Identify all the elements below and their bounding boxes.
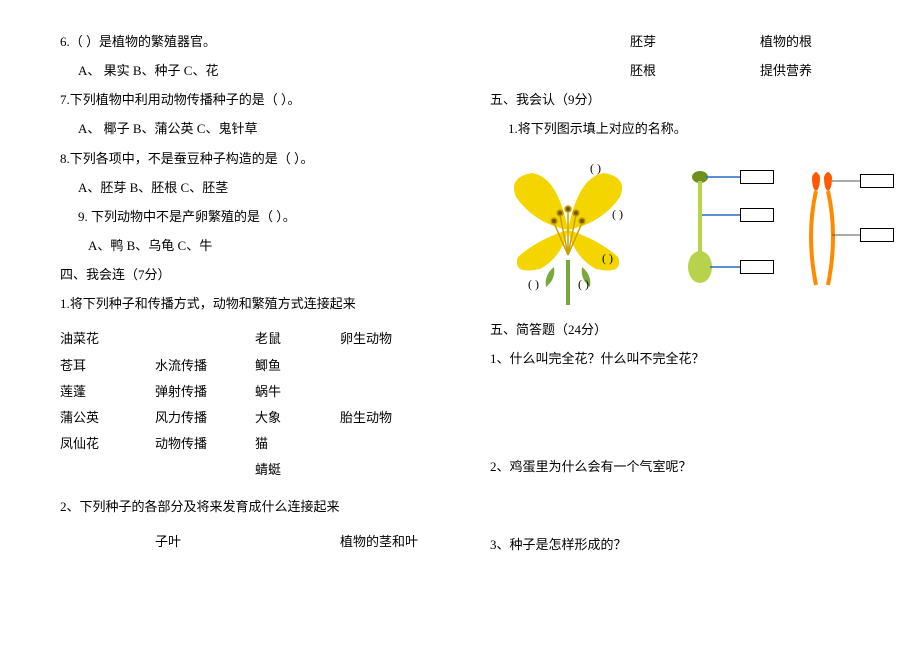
answer-space-1	[490, 378, 890, 448]
flower-label-4: ( )	[528, 277, 539, 292]
flower-label-1: ( )	[590, 161, 601, 176]
sec4-sub1: 1.将下列种子和传播方式，动物和繁殖方式连接起来	[60, 294, 450, 314]
match-cell: 风力传播	[155, 408, 255, 428]
match-cell: 胎生动物	[340, 408, 420, 428]
match-cell: 莲蓬	[60, 382, 155, 402]
q9-stem: 9. 下列动物中不是产卵繁殖的是（ ）。	[60, 207, 450, 227]
match-row: 油菜花 老鼠卵生动物	[60, 329, 450, 349]
figures: ( ) ( ) ( ) ( ) ( )	[484, 155, 890, 305]
sec5b-q3: 3、种子是怎样形成的？	[490, 535, 890, 555]
figure-stamen	[798, 155, 898, 305]
stamen-box-1	[860, 174, 894, 188]
match-row: 苍耳水流传播鲫鱼	[60, 356, 450, 376]
match-cell: 老鼠	[255, 329, 340, 349]
q7-opts: A、 椰子 B、蒲公英 C、鬼针草	[60, 119, 450, 139]
seed-pair-1: 胚芽 植物的根	[490, 32, 890, 52]
match-cell: 油菜花	[60, 329, 155, 349]
seed-line-a: 子叶	[155, 532, 255, 552]
figure-flower: ( ) ( ) ( ) ( ) ( )	[484, 155, 652, 305]
answer-space-2	[490, 486, 890, 526]
match-cell: 猫	[255, 434, 340, 454]
q7-stem: 7.下列植物中利用动物传播种子的是（ ）。	[60, 90, 450, 110]
match-cell: 蜗牛	[255, 382, 340, 402]
flower-label-5: ( )	[578, 277, 589, 292]
match-table: 油菜花老鼠卵生动物苍耳水流传播鲫鱼莲蓬弹射传播蜗牛蒲公英风力传播大象胎生动物凤仙…	[60, 323, 450, 480]
flower-svg	[484, 155, 652, 305]
sec5b-q2: 2、鸡蛋里为什么会有一个气室呢？	[490, 457, 890, 477]
seed-pair-1a: 胚芽	[630, 32, 760, 52]
flower-label-2: ( )	[612, 207, 623, 222]
sec4-sub2: 2、下列种子的各部分及将来发育成什么连接起来	[60, 497, 450, 517]
match-cell: 鲫鱼	[255, 356, 340, 376]
q8-stem: 8.下列各项中，不是蚕豆种子构造的是（ ）。	[60, 149, 450, 169]
match-cell	[60, 460, 155, 480]
sec5b-heading: 五、简答题（24分）	[490, 320, 890, 340]
match-row: 蒲公英风力传播大象胎生动物	[60, 408, 450, 428]
seed-line-b: 植物的茎和叶	[340, 532, 420, 552]
match-cell: 蒲公英	[60, 408, 155, 428]
flower-label-3: ( )	[602, 251, 613, 266]
match-cell: 苍耳	[60, 356, 155, 376]
match-cell	[340, 356, 420, 376]
match-cell	[340, 382, 420, 402]
seed-pair-1b: 植物的根	[760, 32, 890, 52]
figure-pistil	[670, 155, 780, 305]
match-cell: 动物传播	[155, 434, 255, 454]
pistil-box-3	[740, 260, 774, 274]
match-cell: 水流传播	[155, 356, 255, 376]
seed-pair-2: 胚根 提供营养	[490, 61, 890, 81]
match-row: 莲蓬弹射传播蜗牛	[60, 382, 450, 402]
seed-pair-2a: 胚根	[630, 61, 760, 81]
match-cell: 凤仙花	[60, 434, 155, 454]
seed-pair-2b: 提供营养	[760, 61, 890, 81]
sec5b-q1: 1、什么叫完全花？什么叫不完全花？	[490, 349, 890, 369]
pistil-box-2	[740, 208, 774, 222]
match-row: 蜻蜓	[60, 460, 450, 480]
match-cell	[340, 434, 420, 454]
sec5a-heading: 五、我会认（9分）	[490, 90, 890, 110]
match-cell: 卵生动物	[340, 329, 420, 349]
sec4-heading: 四、我会连（7分）	[60, 265, 450, 285]
q6-stem: 6.（ ）是植物的繁殖器官。	[60, 32, 450, 52]
sec5a-sub1: 1.将下列图示填上对应的名称。	[490, 119, 890, 139]
match-cell: 大象	[255, 408, 340, 428]
match-cell	[155, 329, 255, 349]
q6-opts: A、 果实 B、种子 C、花	[60, 61, 450, 81]
match-cell	[340, 460, 420, 480]
match-cell: 蜻蜓	[255, 460, 340, 480]
pistil-box-1	[740, 170, 774, 184]
q8-opts: A、胚芽 B、胚根 C、胚茎	[60, 178, 450, 198]
match-cell	[155, 460, 255, 480]
match-row: 凤仙花动物传播猫	[60, 434, 450, 454]
stamen-box-2	[860, 228, 894, 242]
match-cell: 弹射传播	[155, 382, 255, 402]
q9-opts: A、鸭 B、乌龟 C、牛	[60, 236, 450, 256]
seed-line: 子叶 植物的茎和叶	[60, 532, 450, 552]
